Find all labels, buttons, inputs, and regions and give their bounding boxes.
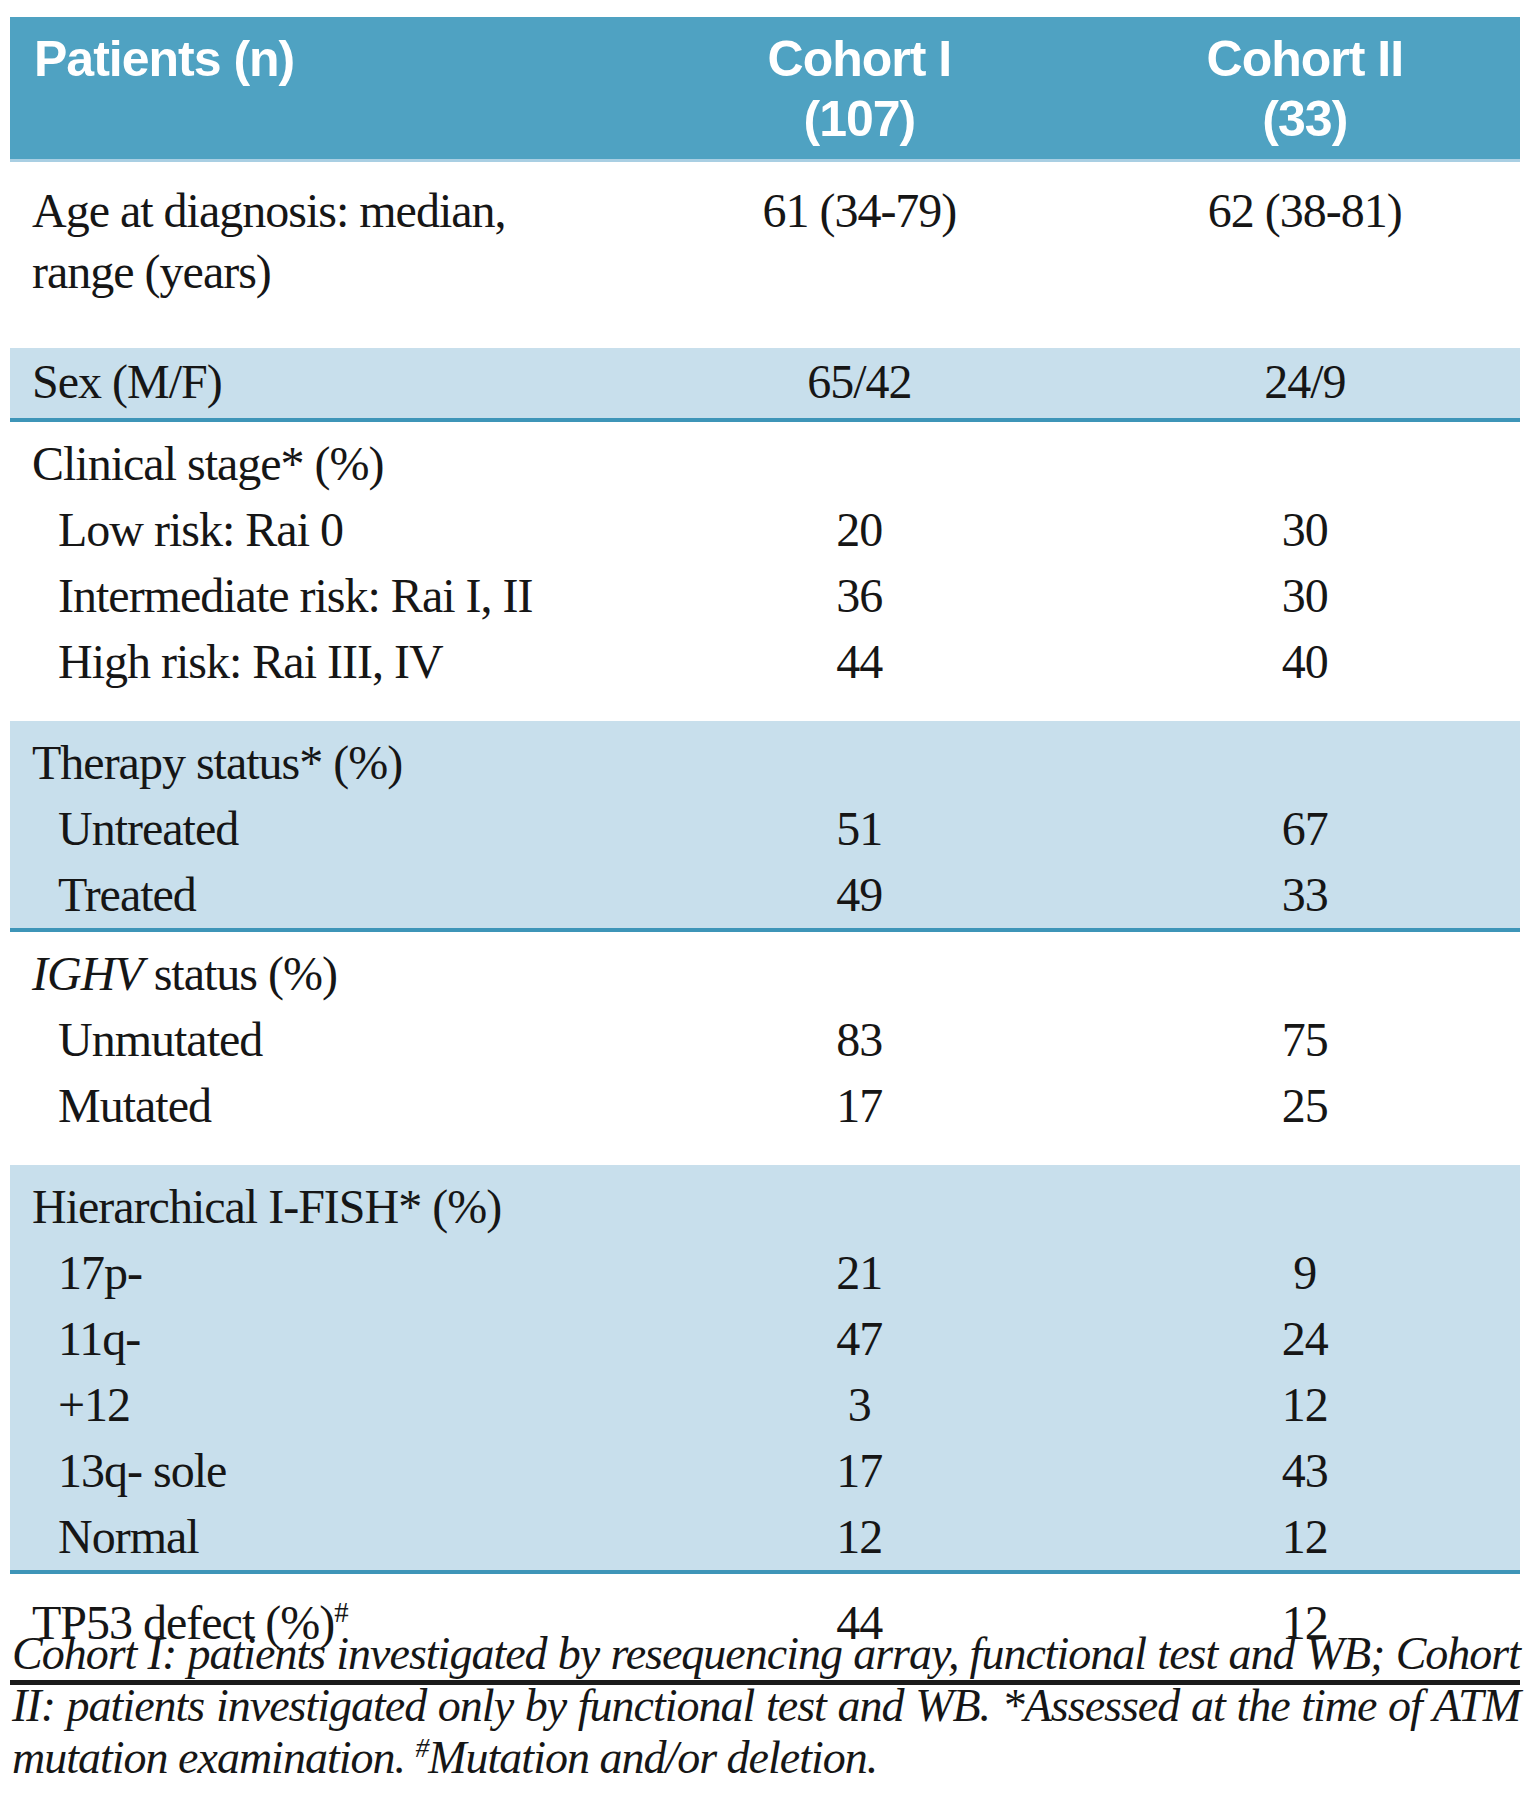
value-cohort-1: 83 xyxy=(629,1007,1090,1073)
table-row: 13q- sole 17 43 xyxy=(10,1438,1520,1504)
value-cohort-1: 51 xyxy=(629,796,1090,862)
value-cohort-2: 25 xyxy=(1090,1073,1520,1165)
table-row: Untreated 51 67 xyxy=(10,796,1520,862)
header-cohort-2: Cohort II (33) xyxy=(1090,17,1520,161)
row-label: Normal xyxy=(10,1504,629,1572)
row-label: Mutated xyxy=(10,1073,629,1165)
section-title-row: IGHV status (%) xyxy=(10,930,1520,1007)
value-cohort-1: 3 xyxy=(629,1372,1090,1438)
value-cohort-1: 44 xyxy=(629,629,1090,721)
section-title: IGHV status (%) xyxy=(10,930,1520,1007)
value-cohort-2: 12 xyxy=(1090,1504,1520,1572)
value-cohort-2: 43 xyxy=(1090,1438,1520,1504)
row-label: Treated xyxy=(10,862,629,930)
section-title-rest: status (%) xyxy=(143,947,337,1000)
table-row: Low risk: Rai 0 20 30 xyxy=(10,497,1520,563)
section-title-row: Clinical stage* (%) xyxy=(10,420,1520,497)
value-cohort-2: 40 xyxy=(1090,629,1520,721)
row-label: 13q- sole xyxy=(10,1438,629,1504)
section-hierarchical-ifish: Hierarchical I-FISH* (%) 17p- 21 9 11q- … xyxy=(10,1165,1520,1572)
value-cohort-1: 17 xyxy=(629,1073,1090,1165)
value-cohort-2: 24 xyxy=(1090,1306,1520,1372)
table-row: 11q- 47 24 xyxy=(10,1306,1520,1372)
value-cohort-1: 61 (34-79) xyxy=(629,161,1090,349)
row-label: Untreated xyxy=(10,796,629,862)
section-title-row: Hierarchical I-FISH* (%) xyxy=(10,1165,1520,1240)
row-label: Age at diagnosis: median, range (years) xyxy=(10,161,629,349)
value-cohort-2: 62 (38-81) xyxy=(1090,161,1520,349)
value-cohort-1: 17 xyxy=(629,1438,1090,1504)
section-title: Therapy status* (%) xyxy=(10,721,1520,796)
row-label: Sex (M/F) xyxy=(10,348,629,420)
table-row: +12 3 12 xyxy=(10,1372,1520,1438)
table-footnote: Cohort I: patients investigated by reseq… xyxy=(12,1628,1520,1784)
section-ighv-status: IGHV status (%) Unmutated 83 75 Mutated … xyxy=(10,930,1520,1165)
row-label: 17p- xyxy=(10,1240,629,1306)
table-row-age: Age at diagnosis: median, range (years) … xyxy=(10,161,1520,349)
paper-table-figure: Patients (n) Cohort I (107) Cohort II (3… xyxy=(0,0,1530,1800)
table-row: 17p- 21 9 xyxy=(10,1240,1520,1306)
section-title: Hierarchical I-FISH* (%) xyxy=(10,1165,1520,1240)
row-label: Low risk: Rai 0 xyxy=(10,497,629,563)
table-header: Patients (n) Cohort I (107) Cohort II (3… xyxy=(10,17,1520,161)
table-row: Unmutated 83 75 xyxy=(10,1007,1520,1073)
tp53-footnote-mark: # xyxy=(334,1596,347,1628)
value-cohort-1: 36 xyxy=(629,563,1090,629)
patient-characteristics-table: Patients (n) Cohort I (107) Cohort II (3… xyxy=(10,17,1520,1685)
value-cohort-2: 12 xyxy=(1090,1372,1520,1438)
row-label: High risk: Rai III, IV xyxy=(10,629,629,721)
value-cohort-2: 67 xyxy=(1090,796,1520,862)
section-age: Age at diagnosis: median, range (years) … xyxy=(10,161,1520,349)
table-row: Treated 49 33 xyxy=(10,862,1520,930)
footnote-text-2: Mutation and/or deletion. xyxy=(428,1732,877,1783)
value-cohort-2: 75 xyxy=(1090,1007,1520,1073)
table-row: Normal 12 12 xyxy=(10,1504,1520,1572)
value-cohort-2: 30 xyxy=(1090,563,1520,629)
footnote-hash-mark: # xyxy=(415,1732,428,1763)
value-cohort-1: 65/42 xyxy=(629,348,1090,420)
section-clinical-stage: Clinical stage* (%) Low risk: Rai 0 20 3… xyxy=(10,420,1520,721)
value-cohort-2: 24/9 xyxy=(1090,348,1520,420)
value-cohort-2: 30 xyxy=(1090,497,1520,563)
value-cohort-2: 9 xyxy=(1090,1240,1520,1306)
value-cohort-1: 47 xyxy=(629,1306,1090,1372)
section-therapy-status: Therapy status* (%) Untreated 51 67 Trea… xyxy=(10,721,1520,930)
table-row: Intermediate risk: Rai I, II 36 30 xyxy=(10,563,1520,629)
section-sex: Sex (M/F) 65/42 24/9 xyxy=(10,348,1520,420)
header-cohort-1: Cohort I (107) xyxy=(629,17,1090,161)
row-label: Unmutated xyxy=(10,1007,629,1073)
row-label: +12 xyxy=(10,1372,629,1438)
value-cohort-2: 33 xyxy=(1090,862,1520,930)
value-cohort-1: 21 xyxy=(629,1240,1090,1306)
header-row: Patients (n) Cohort I (107) Cohort II (3… xyxy=(10,17,1520,161)
section-title-row: Therapy status* (%) xyxy=(10,721,1520,796)
value-cohort-1: 20 xyxy=(629,497,1090,563)
table-row: High risk: Rai III, IV 44 40 xyxy=(10,629,1520,721)
row-label: 11q- xyxy=(10,1306,629,1372)
value-cohort-1: 12 xyxy=(629,1504,1090,1572)
row-label: Intermediate risk: Rai I, II xyxy=(10,563,629,629)
section-title-gene: IGHV xyxy=(32,947,143,1000)
value-cohort-1: 49 xyxy=(629,862,1090,930)
table-row-sex: Sex (M/F) 65/42 24/9 xyxy=(10,348,1520,420)
section-title: Clinical stage* (%) xyxy=(10,420,1520,497)
table-row: Mutated 17 25 xyxy=(10,1073,1520,1165)
header-patients: Patients (n) xyxy=(10,17,629,161)
